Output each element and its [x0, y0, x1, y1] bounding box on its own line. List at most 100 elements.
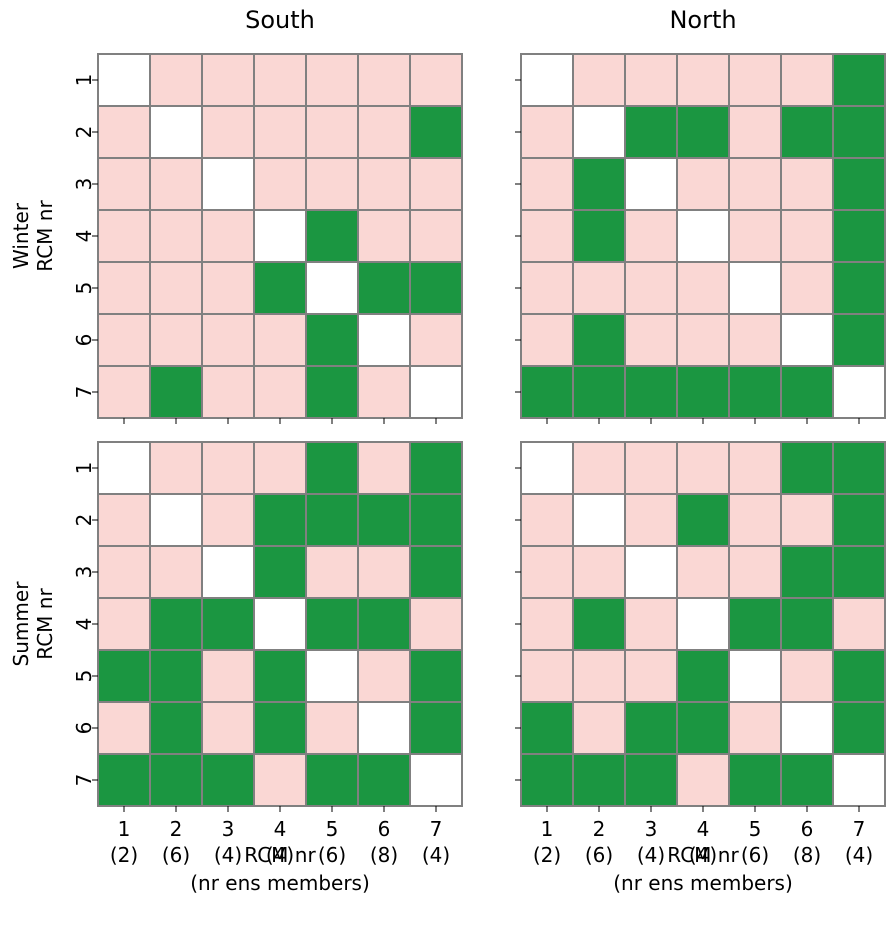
cell-winter-north-r7-c1	[520, 365, 574, 419]
xtick-sublabel-summer-north-2: (6)	[585, 843, 613, 867]
cell-winter-north-r6-c7	[832, 313, 886, 367]
cell-winter-south-r4-c4	[253, 209, 307, 263]
cell-winter-south-r1-c4	[253, 53, 307, 107]
ytick-label-winter-south-7: 7	[72, 386, 96, 399]
cell-summer-south-r4-c5	[305, 597, 359, 651]
cell-summer-south-r6-c7	[409, 701, 463, 755]
cell-winter-south-r5-c5	[305, 261, 359, 315]
cell-winter-south-r2-c2	[149, 105, 203, 159]
ytick-label-winter-south-1: 1	[72, 74, 96, 87]
cell-winter-north-r7-c7	[832, 365, 886, 419]
ytick-label-winter-south-4: 4	[72, 230, 96, 243]
cell-winter-north-r3-c1	[520, 157, 574, 211]
xtick-label-summer-north-7: 7	[853, 817, 866, 841]
cell-winter-north-r1-c4	[676, 53, 730, 107]
cell-summer-south-r5-c4	[253, 649, 307, 703]
cell-winter-south-r4-c3	[201, 209, 255, 263]
cell-winter-north-r7-c3	[624, 365, 678, 419]
cell-summer-north-r7-c5	[728, 753, 782, 807]
cell-summer-south-r2-c2	[149, 493, 203, 547]
cell-winter-north-r1-c7	[832, 53, 886, 107]
cell-summer-south-r6-c6	[357, 701, 411, 755]
cell-summer-north-r5-c2	[572, 649, 626, 703]
cell-winter-north-r4-c6	[780, 209, 834, 263]
cell-winter-north-r7-c6	[780, 365, 834, 419]
cell-summer-north-r4-c1	[520, 597, 574, 651]
cell-summer-north-r1-c7	[832, 441, 886, 495]
cell-summer-north-r1-c1	[520, 441, 574, 495]
cell-summer-south-r4-c3	[201, 597, 255, 651]
xtick-sublabel-summer-south-3: (4)	[214, 843, 242, 867]
cell-winter-south-r2-c5	[305, 105, 359, 159]
cell-summer-south-r3-c2	[149, 545, 203, 599]
cell-summer-north-r4-c7	[832, 597, 886, 651]
xtick-label-summer-north-5: 5	[749, 817, 762, 841]
cell-summer-north-r6-c5	[728, 701, 782, 755]
cell-summer-north-r5-c5	[728, 649, 782, 703]
cell-winter-south-r4-c5	[305, 209, 359, 263]
cell-winter-south-r3-c7	[409, 157, 463, 211]
cell-summer-south-r2-c6	[357, 493, 411, 547]
cell-summer-south-r5-c6	[357, 649, 411, 703]
xtick-sublabel-summer-south-6: (8)	[370, 843, 398, 867]
xtick-sublabel-summer-north-6: (8)	[793, 843, 821, 867]
cell-winter-south-r4-c6	[357, 209, 411, 263]
cell-winter-south-r6-c7	[409, 313, 463, 367]
cell-summer-north-r5-c3	[624, 649, 678, 703]
cell-winter-north-r3-c5	[728, 157, 782, 211]
cell-summer-south-r3-c1	[97, 545, 151, 599]
xtick-sublabel-summer-north-7: (4)	[845, 843, 873, 867]
ytick-label-summer-south-1: 1	[72, 462, 96, 475]
cell-winter-south-r1-c7	[409, 53, 463, 107]
cell-winter-south-r1-c6	[357, 53, 411, 107]
cell-summer-north-r5-c6	[780, 649, 834, 703]
cell-summer-north-r1-c3	[624, 441, 678, 495]
cell-winter-south-r2-c4	[253, 105, 307, 159]
cell-summer-south-r3-c4	[253, 545, 307, 599]
cell-winter-south-r6-c5	[305, 313, 359, 367]
xtick-label-summer-north-3: 3	[645, 817, 658, 841]
cell-winter-north-r3-c3	[624, 157, 678, 211]
cell-winter-north-r4-c1	[520, 209, 574, 263]
cell-summer-south-r7-c1	[97, 753, 151, 807]
xtick-label-summer-south-7: 7	[430, 817, 443, 841]
cell-summer-north-r5-c7	[832, 649, 886, 703]
xlabel-south-line1: RCM nr	[244, 843, 316, 867]
cell-winter-south-r1-c5	[305, 53, 359, 107]
cell-winter-north-r3-c7	[832, 157, 886, 211]
cell-winter-south-r4-c2	[149, 209, 203, 263]
cell-summer-north-r3-c1	[520, 545, 574, 599]
xtick-label-summer-south-1: 1	[118, 817, 131, 841]
cell-winter-north-r2-c6	[780, 105, 834, 159]
row-label-summer-line2: RCM nr	[33, 588, 57, 660]
cell-winter-south-r3-c3	[201, 157, 255, 211]
cell-summer-north-r7-c2	[572, 753, 626, 807]
ytick-label-summer-south-7: 7	[72, 774, 96, 787]
cell-winter-north-r7-c2	[572, 365, 626, 419]
cell-summer-south-r6-c4	[253, 701, 307, 755]
cell-winter-south-r3-c2	[149, 157, 203, 211]
cell-winter-south-r7-c1	[97, 365, 151, 419]
cell-summer-north-r3-c3	[624, 545, 678, 599]
cell-summer-north-r4-c3	[624, 597, 678, 651]
cell-winter-north-r4-c7	[832, 209, 886, 263]
cell-summer-south-r7-c7	[409, 753, 463, 807]
cell-summer-north-r7-c7	[832, 753, 886, 807]
cell-summer-south-r7-c4	[253, 753, 307, 807]
xtick-label-summer-north-2: 2	[593, 817, 606, 841]
cell-winter-north-r5-c7	[832, 261, 886, 315]
cell-winter-north-r2-c5	[728, 105, 782, 159]
cell-summer-north-r2-c2	[572, 493, 626, 547]
cell-winter-north-r5-c4	[676, 261, 730, 315]
cell-winter-north-r6-c1	[520, 313, 574, 367]
cell-summer-north-r1-c5	[728, 441, 782, 495]
cell-summer-south-r1-c2	[149, 441, 203, 495]
cell-winter-north-r5-c6	[780, 261, 834, 315]
col-title-north: North	[669, 6, 736, 34]
cell-summer-north-r2-c5	[728, 493, 782, 547]
cell-winter-north-r5-c3	[624, 261, 678, 315]
cell-winter-south-r4-c1	[97, 209, 151, 263]
cell-summer-south-r6-c2	[149, 701, 203, 755]
cell-winter-south-r3-c1	[97, 157, 151, 211]
